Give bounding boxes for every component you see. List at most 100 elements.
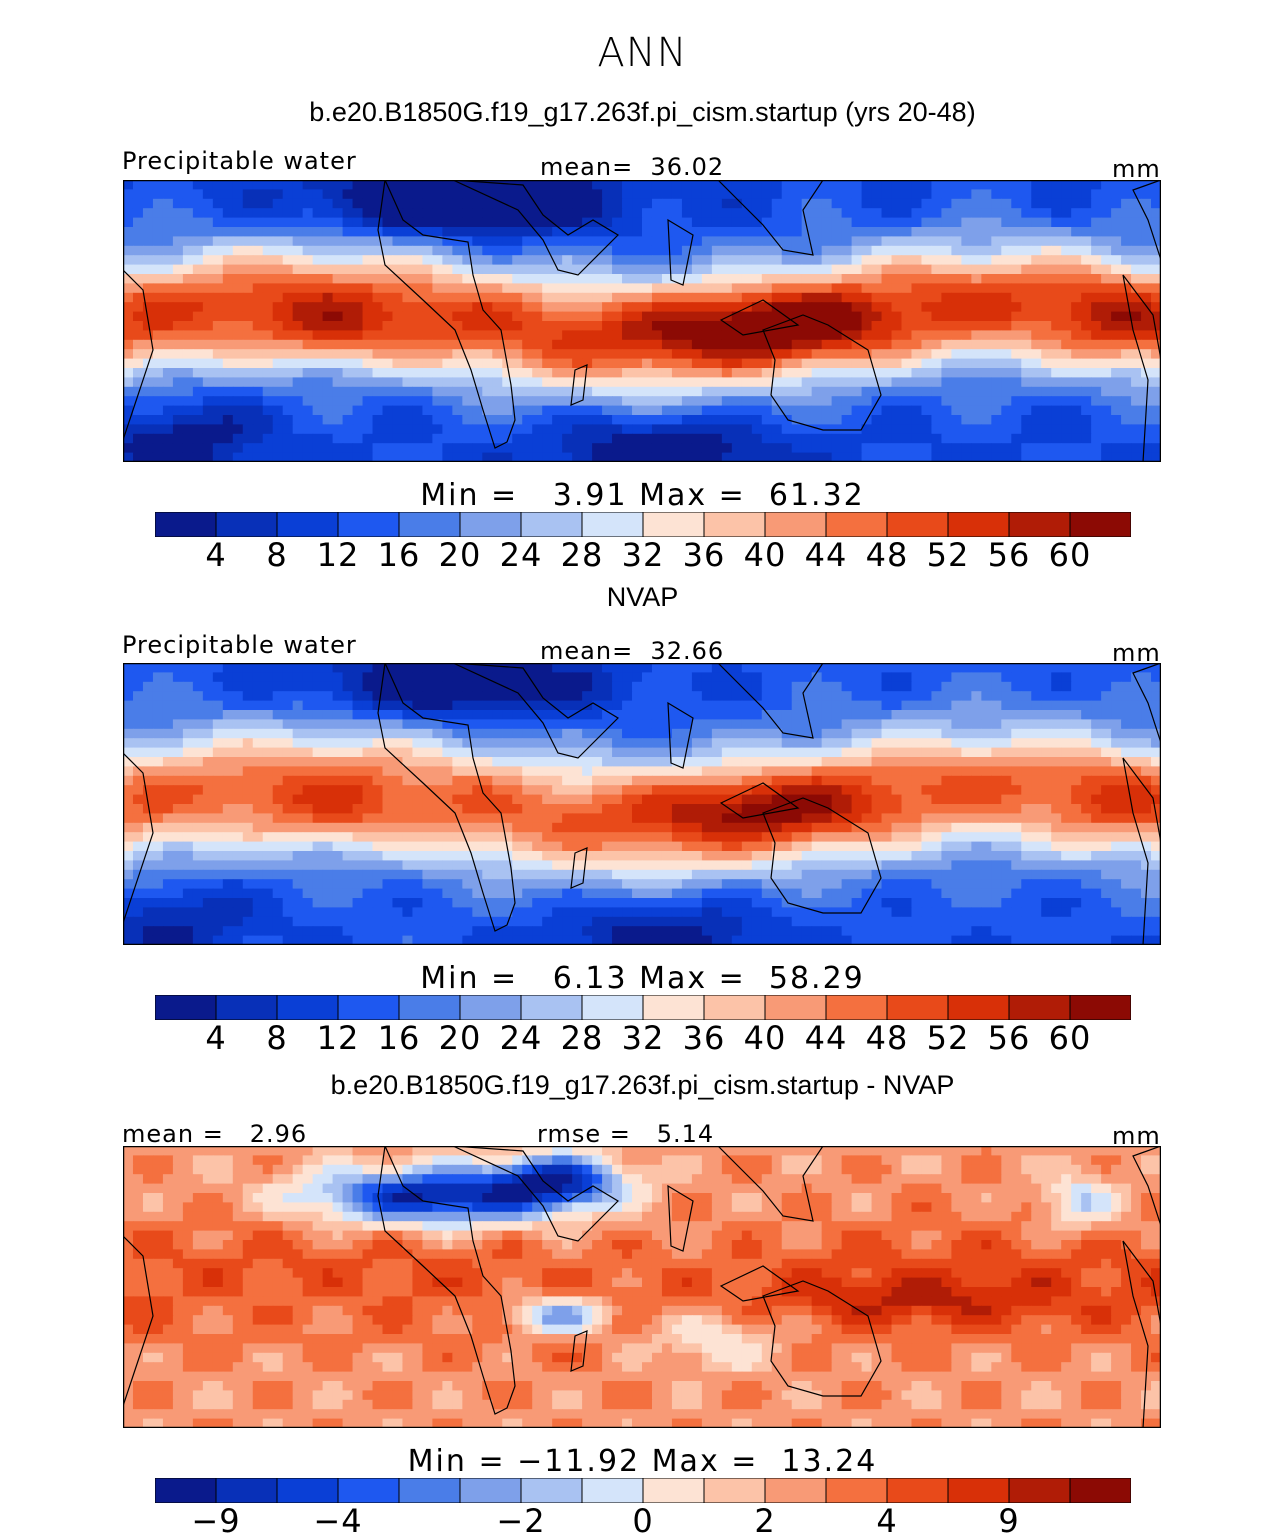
panel-1-map (123, 180, 1161, 462)
coastline (377, 180, 516, 449)
colorbar-swatch (825, 1478, 888, 1503)
colorbar-swatch (155, 1478, 217, 1503)
colorbar-swatch (1008, 512, 1071, 537)
coastline (1132, 180, 1161, 261)
panel-2-units-label: mm (1112, 639, 1161, 667)
panel-1-units-label: mm (1112, 155, 1161, 183)
colorbar-tick-label: 24 (499, 536, 543, 574)
panel-2-subtitle: NVAP (606, 582, 679, 612)
colorbar-swatch (520, 995, 583, 1020)
coastline (717, 663, 824, 739)
colorbar-swatch (459, 1478, 522, 1503)
colorbar-tick-label: 16 (377, 1019, 421, 1057)
colorbar-swatch (520, 1478, 583, 1503)
colorbar-tick-label: 8 (266, 1019, 288, 1057)
coastline (762, 1280, 882, 1397)
colorbar-swatch (459, 512, 522, 537)
colorbar-tick-label: −9 (191, 1502, 241, 1540)
colorbar-swatch (886, 512, 949, 537)
panel-3-mean-label: mean = 2.96 (122, 1120, 308, 1148)
colorbar-tick-label: 9 (998, 1502, 1020, 1540)
colorbar-swatch (703, 1478, 766, 1503)
colorbar-swatch (155, 512, 217, 537)
panel-3-colorbar (155, 1478, 1131, 1503)
colorbar-tick-label: 60 (1048, 536, 1092, 574)
coastline (667, 701, 694, 769)
panel-3-map (123, 1146, 1161, 1428)
panel-1-minmax: Min = 3.91 Max = 61.32 (420, 478, 865, 513)
colorbar-tick-label: 40 (743, 1019, 787, 1057)
colorbar-swatch (1069, 512, 1131, 537)
coastline (1132, 663, 1161, 744)
colorbar-swatch (398, 512, 461, 537)
colorbar-swatch (276, 1478, 339, 1503)
colorbar-tick-label: 32 (621, 536, 665, 574)
colorbar-tick-label: 20 (438, 536, 482, 574)
colorbar-tick-label: 4 (876, 1502, 898, 1540)
map-frame (123, 663, 1161, 945)
coastline (1122, 274, 1161, 462)
colorbar-swatch (155, 995, 217, 1020)
colorbar-swatch (581, 995, 644, 1020)
colorbar-tick-label: 28 (560, 536, 604, 574)
colorbar-swatch (398, 995, 461, 1020)
colorbar-swatch (886, 995, 949, 1020)
colorbar-tick-label: 12 (316, 536, 360, 574)
colorbar-swatch (825, 512, 888, 537)
colorbar-tick-label: 4 (205, 1019, 227, 1057)
colorbar-tick-label: −4 (313, 1502, 363, 1540)
coastline (452, 180, 619, 276)
colorbar-swatch (337, 512, 400, 537)
colorbar-swatch (764, 512, 827, 537)
panel-3-rmse-label: rmse = 5.14 (537, 1120, 715, 1148)
colorbar-swatch (581, 1478, 644, 1503)
colorbar-swatch (1008, 995, 1071, 1020)
colorbar-tick-label: 44 (804, 1019, 848, 1057)
colorbar-tick-label: 44 (804, 536, 848, 574)
panel-2-mean-label: mean= 32.66 (540, 637, 725, 665)
colorbar-swatch (947, 995, 1010, 1020)
colorbar-swatch (215, 1478, 278, 1503)
coastline (452, 1146, 619, 1242)
contour-fill (123, 1146, 1161, 1428)
coastline (377, 663, 516, 932)
colorbar-swatch (1069, 995, 1131, 1020)
panel-3-units-label: mm (1112, 1122, 1161, 1150)
colorbar-swatch (764, 995, 827, 1020)
colorbar-tick-label: 4 (205, 536, 227, 574)
coastline (762, 314, 882, 431)
colorbar-tick-label: 2 (754, 1502, 776, 1540)
panel-1-colorbar (155, 512, 1131, 537)
colorbar-tick-label: 20 (438, 1019, 482, 1057)
coastline (123, 1235, 154, 1407)
coastline (719, 1265, 800, 1302)
colorbar-tick-label: 28 (560, 1019, 604, 1057)
colorbar-tick-label: 12 (316, 1019, 360, 1057)
colorbar-tick-label: 36 (682, 1019, 726, 1057)
figure-title: ANN (597, 30, 688, 76)
coastline (762, 797, 882, 914)
colorbar-tick-label: 56 (987, 1019, 1031, 1057)
colorbar-swatch (520, 512, 583, 537)
colorbar-swatch (459, 995, 522, 1020)
coastline (452, 663, 619, 759)
colorbar-tick-label: 36 (682, 536, 726, 574)
coastline (570, 847, 588, 889)
colorbar-swatch (947, 512, 1010, 537)
colorbar-tick-label: 56 (987, 536, 1031, 574)
colorbar-swatch (703, 512, 766, 537)
colorbar-swatch (337, 1478, 400, 1503)
colorbar-tick-label: 52 (926, 1019, 970, 1057)
colorbar-tick-label: 52 (926, 536, 970, 574)
coastline (377, 1146, 516, 1415)
map-frame (123, 1146, 1161, 1428)
panel-1-mean-label: mean= 36.02 (540, 153, 725, 181)
colorbar-swatch (276, 995, 339, 1020)
coastline (717, 1146, 824, 1222)
coastline (570, 364, 588, 406)
panel-2-map (123, 663, 1161, 945)
contour-fill (123, 663, 1161, 945)
colorbar-swatch (764, 1478, 827, 1503)
colorbar-swatch (703, 995, 766, 1020)
panel-3-minmax: Min = −11.92 Max = 13.24 (407, 1444, 878, 1479)
